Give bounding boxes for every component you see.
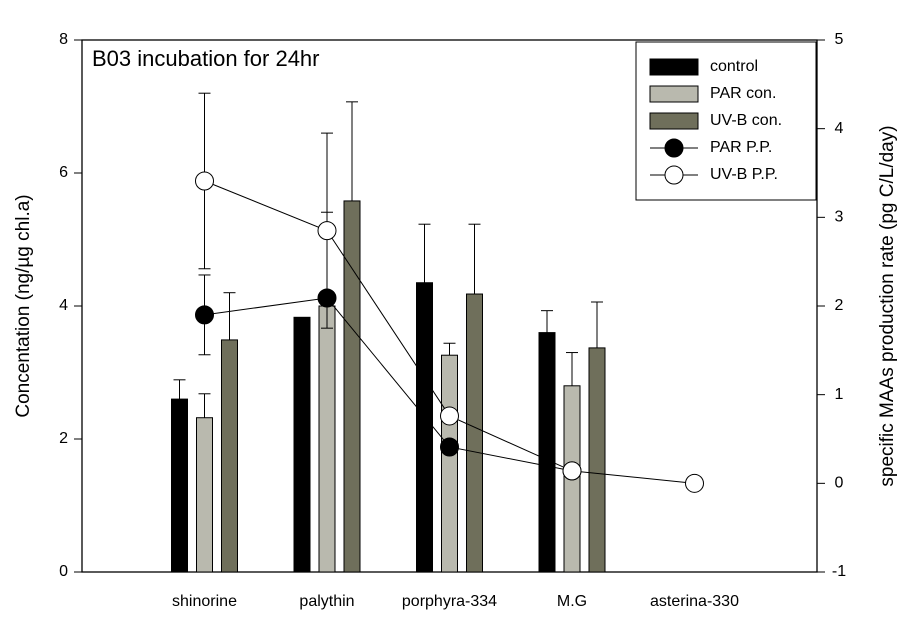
legend-label: control (710, 58, 758, 75)
y2-tick-label: 0 (835, 475, 844, 492)
bar (416, 282, 433, 573)
x-tick-label: asterina-330 (650, 593, 739, 610)
legend-swatch (649, 58, 699, 76)
legend-swatch (649, 112, 699, 130)
bar (171, 398, 188, 573)
x-tick-label: shinorine (172, 593, 237, 610)
bar (538, 332, 556, 573)
legend-label: UV-B P.P. (710, 166, 778, 183)
y-tick-label: 8 (59, 31, 68, 48)
bar (318, 305, 336, 573)
legend-marker (664, 138, 684, 158)
bar (441, 354, 458, 573)
y2-tick-label: 4 (835, 120, 844, 137)
y-tick-label: 4 (59, 297, 68, 314)
y-tick-label: 2 (59, 430, 68, 447)
bar (343, 200, 361, 573)
y2-tick-label: 5 (835, 31, 844, 48)
legend-label: PAR P.P. (710, 139, 772, 156)
marker (440, 406, 459, 426)
legend-swatch (649, 85, 699, 103)
legend-marker (664, 165, 684, 185)
y2-tick-label: -1 (832, 563, 846, 580)
bar (466, 293, 483, 573)
marker (195, 171, 214, 191)
legend-label: UV-B con. (710, 112, 782, 129)
y2-axis-title: specific MAAs production rate (pg C/L/da… (877, 125, 898, 486)
y-tick-label: 6 (59, 164, 68, 181)
x-tick-label: palythin (299, 593, 354, 610)
legend-label: PAR con. (710, 85, 776, 102)
marker (317, 221, 337, 241)
chart-title: B03 incubation for 24hr (92, 46, 320, 71)
bar (588, 347, 606, 573)
marker (440, 437, 459, 457)
y2-tick-label: 2 (835, 297, 844, 314)
x-tick-label: porphyra-334 (402, 593, 497, 610)
marker (685, 473, 704, 493)
x-tick-label: M.G (557, 593, 587, 610)
y2-tick-label: 3 (835, 209, 844, 226)
y2-tick-label: 1 (835, 386, 844, 403)
y-axis-title: Concentation (ng/µg chl.a) (13, 194, 34, 417)
line (204, 297, 573, 472)
y-tick-label: 0 (59, 563, 68, 580)
bar (196, 417, 213, 573)
marker (195, 305, 214, 325)
bar (221, 339, 238, 573)
marker (562, 461, 582, 481)
bar (293, 316, 311, 573)
